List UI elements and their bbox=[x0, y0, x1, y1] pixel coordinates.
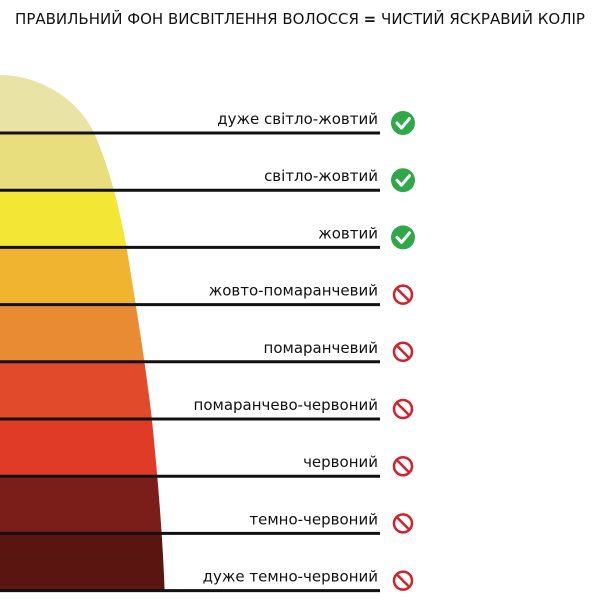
check-icon bbox=[391, 111, 415, 135]
title: ПРАВИЛЬНИЙ ФОН ВИСВІТЛЕННЯ ВОЛОССЯ = ЧИС… bbox=[15, 9, 585, 28]
levels: дуже світло-жовтий світло-жовтий жовтий жов… bbox=[0, 110, 415, 593]
forbidden-slash bbox=[395, 344, 411, 360]
level-label: темно-червоний bbox=[249, 510, 378, 528]
level-label: помаранчево-червоний bbox=[194, 396, 378, 414]
level-label: жовтий bbox=[318, 224, 378, 242]
forbidden-slash bbox=[395, 287, 411, 302]
level-label: світло-жовтий bbox=[264, 167, 378, 185]
level-label: дуже темно-червоний bbox=[203, 568, 378, 586]
forbidden-slash bbox=[395, 516, 411, 531]
title-text: ПРАВИЛЬНИЙ ФОН ВИСВІТЛЕННЯ ВОЛОССЯ bbox=[15, 9, 359, 28]
forbidden-circle bbox=[392, 455, 414, 477]
hair-band bbox=[0, 476, 165, 535]
check-circle bbox=[391, 111, 415, 135]
hair-band bbox=[0, 361, 165, 420]
forbidden-icon bbox=[392, 570, 414, 591]
hair bbox=[0, 75, 165, 592]
hair-band bbox=[0, 75, 165, 134]
hair-band bbox=[0, 533, 165, 592]
level-label: червоний bbox=[303, 453, 378, 471]
check-circle bbox=[391, 225, 415, 250]
title-result: ЧИСТИЙ ЯСКРАВИЙ КОЛІР bbox=[381, 9, 585, 28]
forbidden-slash bbox=[395, 573, 411, 588]
level-label: помаранчевий bbox=[264, 339, 378, 357]
hair-band bbox=[0, 304, 165, 363]
level-label: жовто-помаранчевий bbox=[209, 282, 378, 300]
forbidden-circle bbox=[392, 398, 414, 420]
forbidden-circle bbox=[392, 513, 414, 534]
check-icon bbox=[391, 168, 415, 193]
hair-band bbox=[0, 247, 165, 306]
hair-band bbox=[0, 133, 165, 192]
forbidden-icon bbox=[392, 284, 414, 305]
hair-band bbox=[0, 190, 165, 249]
forbidden-icon bbox=[392, 398, 414, 420]
check-mark bbox=[395, 231, 411, 244]
equals-sign: = bbox=[364, 10, 377, 28]
forbidden-icon bbox=[392, 455, 414, 477]
check-circle bbox=[391, 168, 415, 193]
level-label: дуже світло-жовтий bbox=[217, 110, 378, 128]
forbidden-icon bbox=[392, 341, 414, 363]
check-mark bbox=[395, 174, 411, 187]
forbidden-icon bbox=[392, 513, 414, 534]
forbidden-circle bbox=[392, 570, 414, 591]
check-mark bbox=[395, 117, 411, 130]
forbidden-slash bbox=[395, 458, 411, 474]
forbidden-slash bbox=[395, 401, 411, 417]
hair-band bbox=[0, 419, 165, 478]
check-icon bbox=[391, 225, 415, 250]
forbidden-circle bbox=[392, 284, 414, 305]
forbidden-circle bbox=[392, 341, 414, 363]
